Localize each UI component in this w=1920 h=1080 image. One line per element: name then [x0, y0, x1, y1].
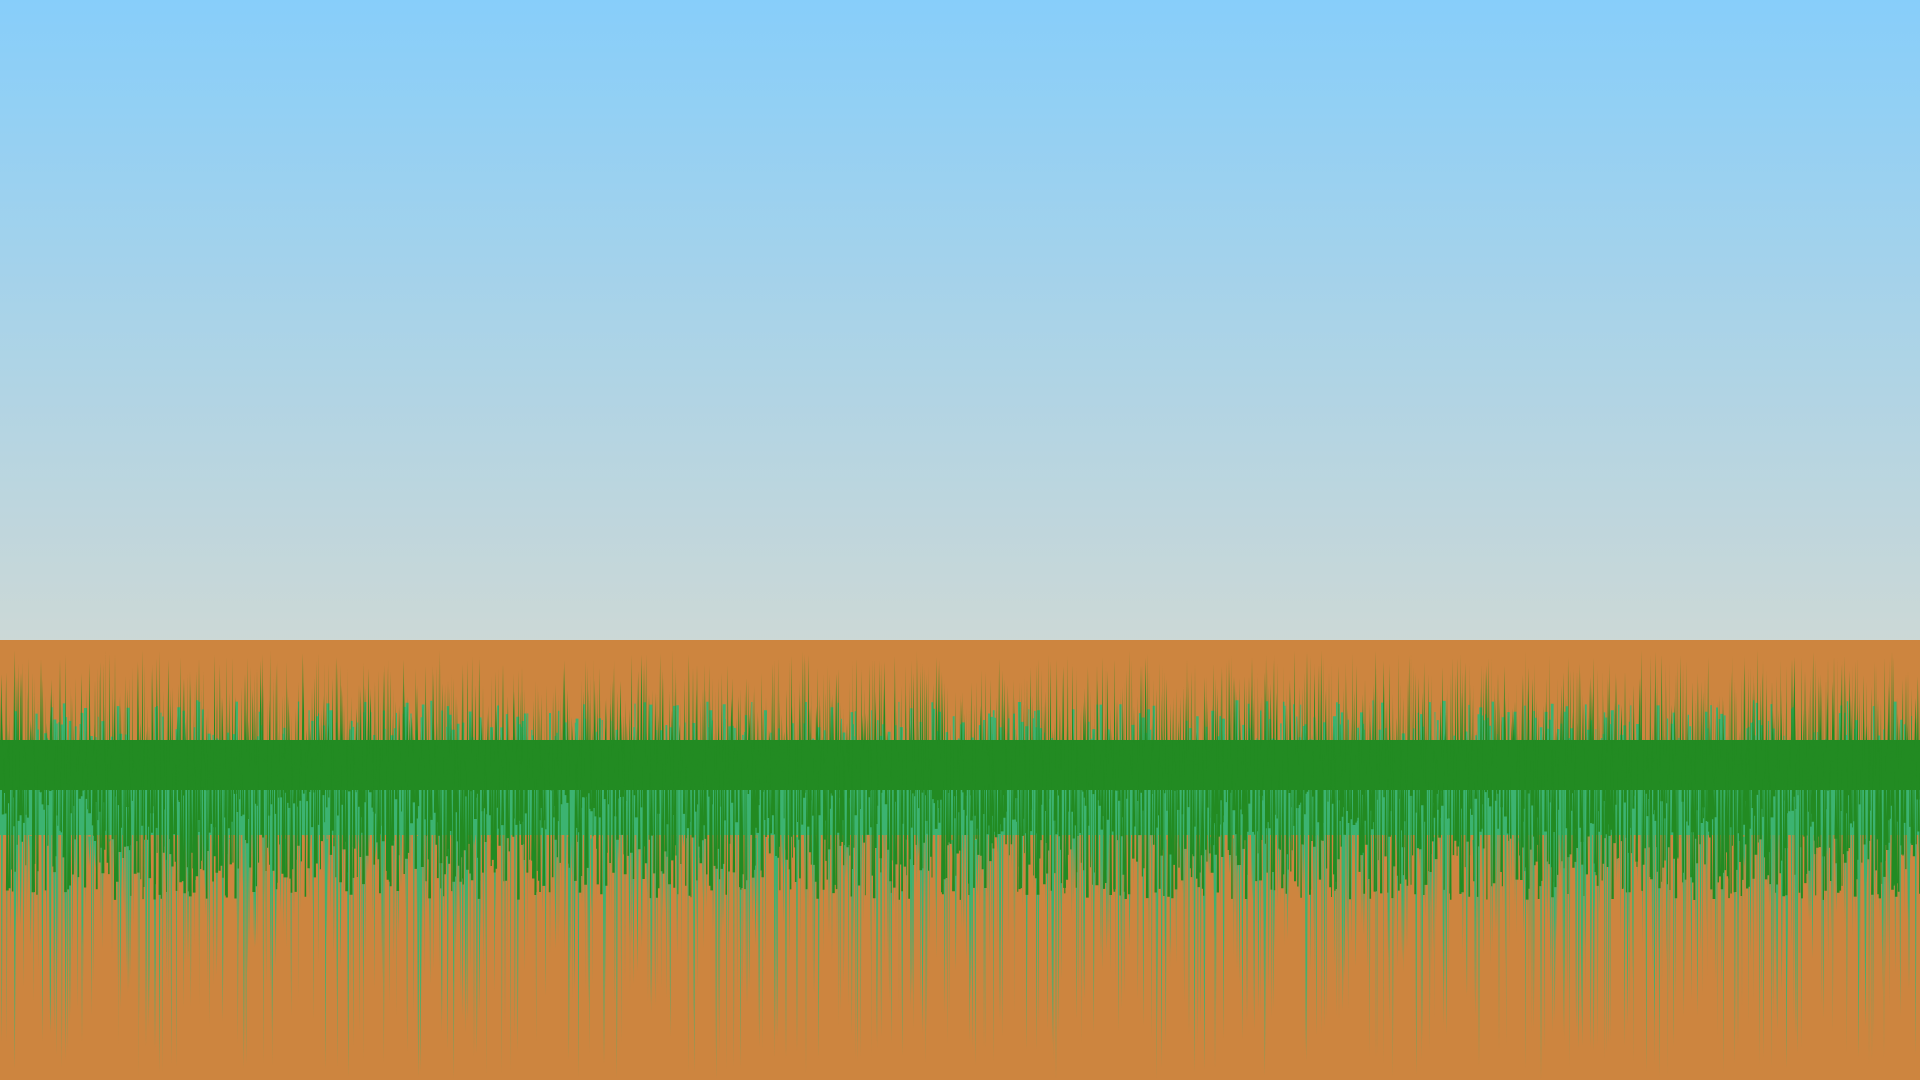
grass-blade-dark-set — [0, 650, 1920, 900]
grass-blades-dark — [0, 650, 1920, 900]
sky — [0, 0, 1920, 700]
